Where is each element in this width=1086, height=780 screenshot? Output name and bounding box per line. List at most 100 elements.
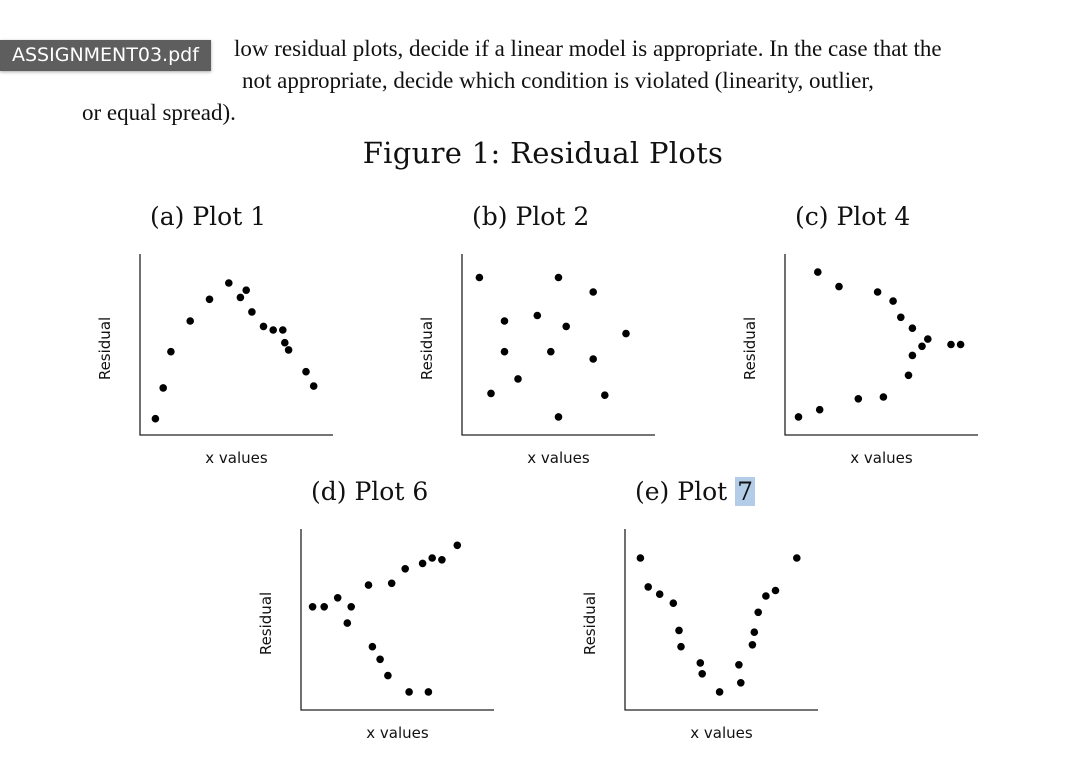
data-point bbox=[320, 603, 328, 611]
data-point bbox=[815, 405, 824, 414]
data-point bbox=[364, 581, 373, 589]
data-point bbox=[854, 395, 863, 403]
data-point bbox=[956, 340, 965, 349]
data-point bbox=[904, 371, 913, 380]
data-point bbox=[908, 324, 917, 332]
data-point bbox=[248, 308, 256, 316]
y-axis-label: Residual bbox=[257, 592, 275, 655]
data-point bbox=[186, 317, 194, 325]
scatter-plot-svg: Residual x values bbox=[96, 254, 333, 467]
intro-line-1: low residual plots, decide if a linear m… bbox=[234, 36, 942, 61]
data-point bbox=[655, 590, 664, 598]
data-point bbox=[835, 282, 843, 291]
data-point bbox=[794, 413, 803, 421]
data-point bbox=[715, 688, 724, 696]
data-point bbox=[347, 603, 355, 611]
data-point bbox=[284, 346, 293, 354]
data-point bbox=[438, 556, 446, 564]
data-point bbox=[376, 655, 384, 664]
data-point bbox=[302, 367, 310, 376]
data-point bbox=[908, 351, 917, 360]
plot-caption: (a) Plot 1 bbox=[150, 202, 267, 231]
data-point bbox=[333, 594, 342, 602]
data-point bbox=[644, 583, 652, 591]
data-point bbox=[281, 338, 289, 347]
data-point bbox=[750, 628, 759, 636]
data-point bbox=[279, 326, 287, 334]
data-point bbox=[159, 384, 167, 392]
intro-paragraph: low residual plots, decide if a linear m… bbox=[82, 33, 1062, 129]
data-point bbox=[475, 273, 484, 282]
data-point bbox=[514, 375, 522, 383]
scatter-plot-svg: Residual x values bbox=[418, 254, 655, 467]
data-point bbox=[771, 586, 780, 595]
data-point bbox=[589, 288, 597, 296]
data-point bbox=[918, 342, 926, 351]
data-point bbox=[589, 355, 597, 363]
data-point bbox=[487, 389, 495, 398]
y-axis-label: Residual bbox=[418, 317, 436, 380]
data-point bbox=[424, 688, 433, 696]
intro-line-2: not appropriate, decide which condition … bbox=[242, 68, 874, 93]
data-point bbox=[947, 340, 955, 349]
data-point bbox=[873, 288, 882, 296]
residual-plot-b: (b) Plot 2 Residual x values bbox=[418, 202, 670, 472]
y-axis-label: Residual bbox=[741, 317, 759, 380]
data-point bbox=[924, 335, 932, 343]
data-point bbox=[554, 413, 563, 421]
highlighted-text[interactable]: 7 bbox=[735, 477, 756, 506]
data-point bbox=[601, 391, 609, 399]
data-point bbox=[401, 565, 409, 573]
intro-line-3: or equal spread). bbox=[82, 100, 236, 125]
data-point bbox=[500, 317, 509, 325]
data-point bbox=[533, 311, 542, 320]
data-point bbox=[696, 659, 705, 667]
x-axis-label: x values bbox=[527, 449, 590, 467]
plot-caption: (c) Plot 4 bbox=[795, 202, 911, 231]
data-point bbox=[677, 642, 685, 651]
data-point bbox=[562, 322, 570, 331]
data-point bbox=[737, 679, 745, 687]
data-point bbox=[428, 554, 436, 562]
figure-title: Figure 1: Residual Plots bbox=[362, 136, 724, 170]
data-point bbox=[225, 279, 233, 287]
data-point bbox=[405, 688, 413, 696]
x-axis-label: x values bbox=[366, 724, 429, 742]
data-point bbox=[453, 541, 462, 550]
residual-plot-c: (c) Plot 4 Residual x values bbox=[741, 202, 993, 472]
data-point bbox=[622, 329, 630, 338]
data-point bbox=[259, 322, 268, 331]
data-point bbox=[762, 592, 770, 600]
data-point bbox=[205, 295, 214, 304]
data-point bbox=[554, 273, 563, 282]
x-axis-label: x values bbox=[690, 724, 753, 742]
data-point bbox=[418, 559, 427, 568]
plot-caption: (d) Plot 6 bbox=[311, 477, 429, 506]
residual-plot-e: (e) Plot 7 Residual x values bbox=[581, 477, 833, 747]
data-point bbox=[500, 347, 509, 356]
data-point bbox=[669, 599, 678, 607]
data-point bbox=[735, 661, 743, 669]
data-point bbox=[242, 286, 250, 294]
data-point bbox=[236, 293, 245, 302]
data-point bbox=[269, 326, 277, 334]
data-point bbox=[636, 554, 645, 562]
residual-plot-a: (a) Plot 1 Residual x values bbox=[96, 202, 348, 472]
filename-badge[interactable]: ASSIGNMENT03.pdf bbox=[0, 40, 211, 71]
data-point bbox=[675, 626, 683, 635]
x-axis-label: x values bbox=[205, 449, 268, 467]
data-point bbox=[308, 603, 317, 611]
data-point bbox=[698, 670, 706, 678]
data-point bbox=[547, 347, 555, 356]
scatter-plot-svg: Residual x values bbox=[257, 529, 494, 742]
data-point bbox=[151, 414, 160, 423]
data-point bbox=[793, 554, 801, 562]
plot-caption: (b) Plot 2 bbox=[472, 202, 590, 231]
data-point bbox=[754, 608, 762, 617]
data-point bbox=[343, 619, 352, 627]
scatter-plot-svg: Residual x values bbox=[741, 254, 978, 467]
x-axis-label: x values bbox=[850, 449, 913, 467]
y-axis-label: Residual bbox=[581, 592, 599, 655]
data-point bbox=[748, 641, 757, 649]
data-point bbox=[387, 579, 396, 588]
